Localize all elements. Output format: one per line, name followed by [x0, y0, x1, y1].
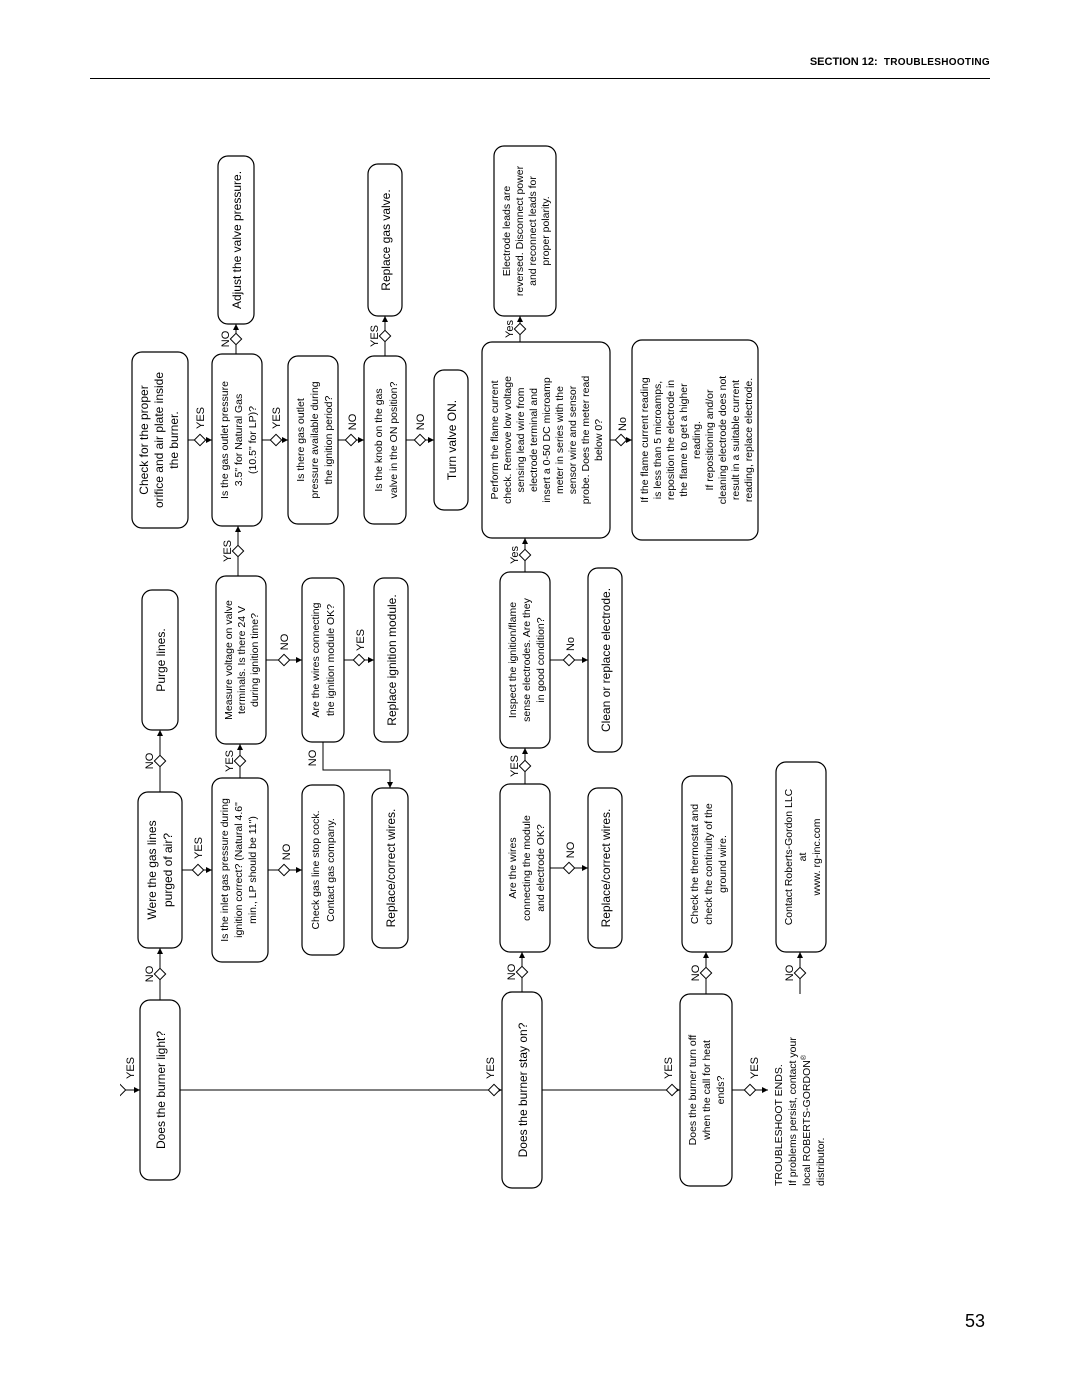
n2a-l1: Is the inlet gas pressure during — [219, 798, 231, 942]
n5b-l1: Inspect the ignition/flame — [507, 602, 519, 718]
n6c-l9: reading, replace electrode. — [743, 378, 755, 502]
n2a-l2: ignition correct? (Natural 4.6" — [233, 802, 245, 938]
n6c-l6: If repositioning and/or — [704, 389, 716, 490]
n5d-l3: and reconnect leads for — [527, 176, 539, 286]
n7a-l3: ground wire. — [717, 835, 729, 893]
n7a-l2: check the continuity of the — [703, 803, 715, 925]
edge-no-10: NO — [565, 841, 577, 858]
edge-no-4: NO — [281, 843, 293, 860]
n5b-l3: in good condition? — [535, 617, 547, 702]
edge-yes-2: YES — [193, 837, 205, 859]
n5c-l2: check. Remove low voltage — [502, 376, 514, 504]
q3-l1: Does the burner turn off — [687, 1035, 699, 1146]
n5a-l1: Are the wires — [507, 837, 519, 898]
header-text: SECTION 12: TROUBLESHOOTING — [720, 56, 990, 68]
n3a-l1: Check gas line stop cock. — [310, 810, 322, 929]
n5c-l7: sensor wire and sensor — [567, 385, 579, 494]
n3b-l1: Are the wires connecting — [310, 602, 322, 717]
n3b-l2: the ignition module OK? — [325, 604, 337, 716]
n6c-l5: reading. — [691, 421, 703, 459]
n6c-l8: result in a suitable current — [730, 380, 742, 500]
n6c-l1: If the flame current reading — [639, 377, 651, 503]
page: SECTION 12: TROUBLESHOOTING 53 YES Does … — [0, 0, 1080, 1397]
flowchart: YES Does the burner light? NO Were the g… — [120, 140, 990, 1200]
n6a-text: Replace/correct wires. — [599, 809, 613, 928]
n5d-l2: reversed. Disconnect power — [514, 165, 526, 296]
n1a-l1: Were the gas lines — [145, 820, 159, 919]
n2c-l3: (10.5" for LP)? — [247, 406, 259, 474]
n6c-l2: is less than 5 microamps, — [652, 381, 664, 499]
edge-no-12: No — [617, 417, 629, 431]
n5a-l2: connecting the module — [521, 815, 533, 921]
n5b-l2: sense electrodes. Are they — [521, 597, 533, 721]
edge-yes-13: YES — [663, 1057, 675, 1079]
n1c-l3: the burner. — [167, 411, 181, 468]
q3-l2: when the call for heat — [701, 1040, 713, 1141]
n3d-l1: Is the knob on the gas — [373, 388, 385, 491]
n2b-l2: terminals. Is there 24 V — [236, 606, 248, 714]
n6c-l3: reposition the electrode in — [665, 380, 677, 500]
edge-no-8: NO — [415, 413, 427, 430]
n7a-l1: Check the thermostat and — [689, 804, 701, 924]
n5d-l1: Electrode leads are — [501, 186, 513, 277]
svg-text:Were the gas lines: Were the gas lines — [145, 820, 159, 919]
n5c-l9: below 0? — [593, 419, 605, 461]
edge-yes-9: YES — [485, 1057, 497, 1079]
edge-no-11: No — [565, 637, 577, 651]
n2a-l3: min., LP should be 11") — [247, 816, 259, 924]
n2d-text: Adjust the valve pressure. — [230, 171, 244, 309]
n2c-l1: Is the gas outlet pressure — [219, 381, 231, 499]
q3-l3: ends? — [715, 1076, 727, 1105]
q4-l4: distributor. — [815, 1138, 827, 1186]
edge-no-6: NO — [347, 413, 359, 430]
svg-text:purged of air?: purged of air? — [161, 833, 175, 907]
n6c-l4: the flame to get a higher — [678, 383, 690, 497]
section-label-rest: TROUBLESHOOTING — [884, 57, 990, 68]
n8a-l2: at — [797, 853, 809, 862]
n5c-l8: probe. Does the meter read — [580, 376, 592, 505]
n5c-l4: electrode terminal and — [528, 388, 540, 492]
header-rule — [90, 78, 990, 79]
edge-yes-6: YES — [271, 407, 283, 429]
edge-yes: YES — [125, 1057, 137, 1079]
n2c-l2: 3.5" for Natural Gas — [233, 394, 245, 486]
n5c-l6: meter in series with the — [554, 386, 566, 494]
n8a-l3: www. rg-inc.com — [811, 818, 823, 896]
q2-text: Does the burner stay on? — [516, 1022, 530, 1157]
section-label-bold: SECTION 12: — [810, 56, 878, 68]
edge-yes-8: YES — [355, 629, 367, 651]
n4a-text: Replace/correct wires. — [384, 809, 398, 928]
n1c-l1: Check for the proper — [137, 385, 151, 494]
n5a-l3: and electrode OK? — [535, 824, 547, 912]
n3d-l2: valve in the ON position? — [388, 381, 400, 498]
n1b-text: Purge lines. — [154, 628, 168, 691]
n1a-l2: purged of air? — [161, 833, 175, 907]
n4c-text: Turn valve ON. — [445, 400, 459, 480]
page-number: 53 — [965, 1311, 985, 1332]
q4-l2: If problems persist, contact your — [787, 1037, 799, 1186]
q1-text: Does the burner light? — [154, 1031, 168, 1149]
edge-yes-4: YES — [195, 407, 207, 429]
n1c-l2: orifice and air plate inside — [152, 372, 166, 508]
n5c-l1: Perform the flame current — [489, 380, 501, 499]
n3c-l3: the ignition period? — [323, 395, 335, 484]
n4b-text: Replace ignition module. — [385, 594, 399, 725]
n3e-text: Replace gas valve. — [379, 189, 393, 290]
n5c-l3: sensing lead wire from — [515, 387, 527, 492]
n8a-l1: Contact Roberts-Gordon LLC — [783, 788, 795, 925]
edge-no-7: NO — [307, 749, 319, 766]
n2b-l3: during ignition time? — [249, 613, 261, 707]
q4-l1: TROUBLESHOOT ENDS. — [773, 1064, 785, 1186]
n3c-l1: Is there gas outlet — [295, 398, 307, 482]
n3c-l2: pressure available during — [309, 381, 321, 498]
n5d-l4: proper polarity. — [540, 196, 552, 265]
n6c-l7: cleaning electrode does not — [717, 376, 729, 505]
n6b-text: Clean or replace electrode. — [599, 588, 613, 732]
n5c-l5: insert a 0-50 DC microamp — [541, 377, 553, 503]
n3a-l2: Contact gas company. — [325, 818, 337, 922]
n2b-l1: Measure voltage on valve — [223, 600, 235, 720]
q4-l3: local ROBERTS-GORDON® — [800, 1054, 813, 1186]
edge-yes-14: YES — [749, 1057, 761, 1079]
edge-no-5: NO — [279, 633, 291, 650]
